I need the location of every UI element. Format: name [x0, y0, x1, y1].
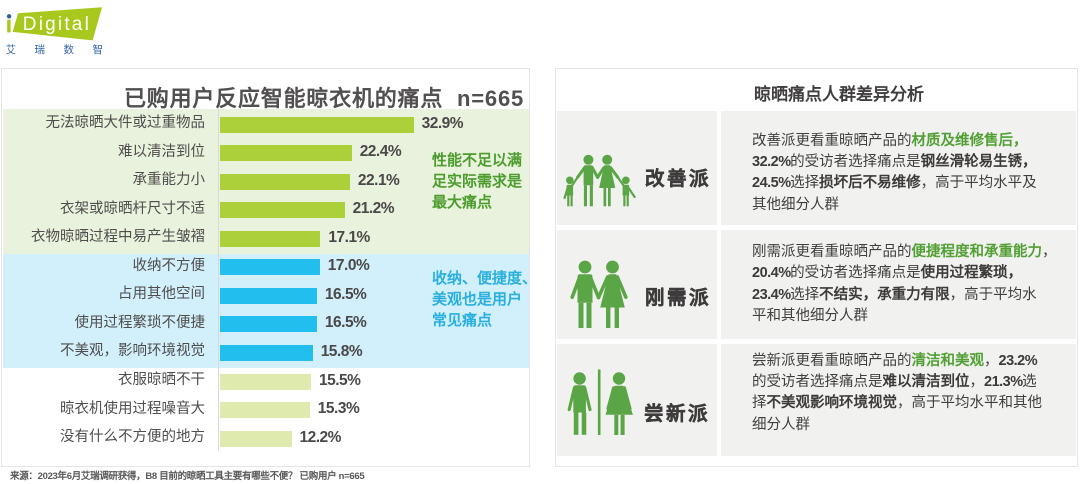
svg-text:Digital: Digital — [23, 14, 91, 35]
svg-text:艾瑞数智: 艾瑞数智 — [6, 43, 122, 56]
